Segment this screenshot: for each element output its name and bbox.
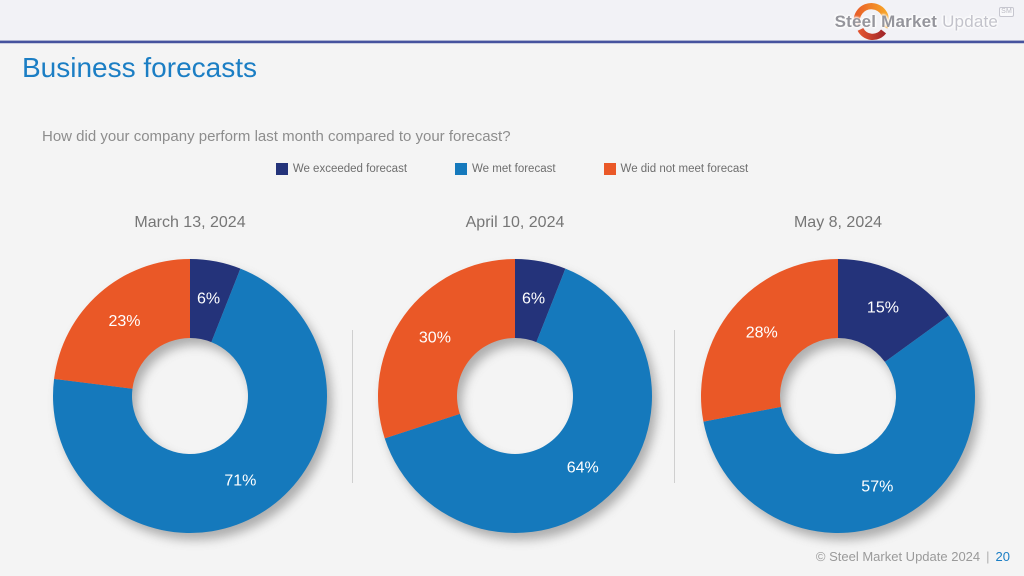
header-divider-line (0, 40, 1024, 44)
legend-label: We exceeded forecast (292, 163, 408, 175)
slide-footer: © Steel Market Update 2024 | 20 (816, 549, 1010, 564)
donut-slice-percent-label: 64% (567, 460, 599, 477)
smu-logo-name: Steel Market (834, 12, 938, 31)
footer-separator: | (986, 549, 990, 564)
chart-legend: We exceeded forecast We met forecast We … (0, 163, 1024, 175)
donut-chart-may: 15% 57% 28% (701, 259, 975, 533)
footer-copyright: © Steel Market Update 2024 (815, 549, 981, 564)
donut-slice-percent-label: 23% (109, 313, 141, 330)
donut-slice-percent-label: 57% (861, 478, 893, 495)
legend-swatch-met (455, 163, 468, 175)
donut-slice (384, 268, 652, 533)
survey-question: How did your company perform last month … (42, 128, 511, 145)
chart-title-may: May 8, 2024 (793, 214, 883, 231)
donut-slice-percent-label: 28% (746, 324, 778, 341)
legend-label: We met forecast (472, 163, 556, 175)
page-title: Business forecasts (22, 52, 257, 83)
footer-page-number: 20 (995, 549, 1010, 564)
chart-title-march: March 13, 2024 (134, 214, 246, 231)
donut-slice (703, 315, 975, 533)
smu-logo-text: Steel Market UpdateSM (834, 7, 1014, 31)
legend-item-exceeded: We exceeded forecast (275, 163, 408, 175)
donut-slice (54, 259, 190, 389)
legend-swatch-exceeded (275, 163, 288, 175)
legend-swatch-not-met (603, 163, 616, 175)
chart-april: April 10, 2024 6% 64% 30% (375, 214, 655, 533)
chart-march: March 13, 2024 6% 71% 23% (50, 214, 330, 533)
smu-logo: Steel Market UpdateSM (834, 3, 1014, 40)
smu-servicemark-badge: SM (999, 7, 1014, 17)
legend-label: We did not meet forecast (620, 163, 749, 175)
donut-slice-percent-label: 15% (867, 299, 899, 316)
donut-slice (378, 259, 515, 439)
chart-divider-2 (674, 330, 675, 483)
chart-title-april: April 10, 2024 (465, 214, 565, 231)
smu-logo-update: Update (942, 12, 999, 31)
donut-slice (701, 259, 838, 422)
donut-chart-april: 6% 64% 30% (378, 259, 652, 533)
donut-slice-percent-label: 71% (224, 473, 256, 490)
smu-swoosh-icon (853, 3, 889, 40)
donut-slice-percent-label: 6% (197, 290, 220, 307)
donut-slice (52, 268, 327, 533)
chart-may: May 8, 2024 15% 57% 28% (698, 214, 978, 533)
donut-slice-percent-label: 30% (419, 329, 451, 346)
donut-chart-march: 6% 71% 23% (52, 259, 327, 533)
legend-item-not-met: We did not meet forecast (603, 163, 749, 175)
chart-divider-1 (352, 330, 353, 483)
legend-item-met: We met forecast (455, 163, 556, 175)
donut-slice (190, 259, 241, 343)
donut-slice-percent-label: 6% (522, 290, 545, 307)
donut-slice (838, 259, 949, 362)
donut-slice (515, 259, 566, 343)
